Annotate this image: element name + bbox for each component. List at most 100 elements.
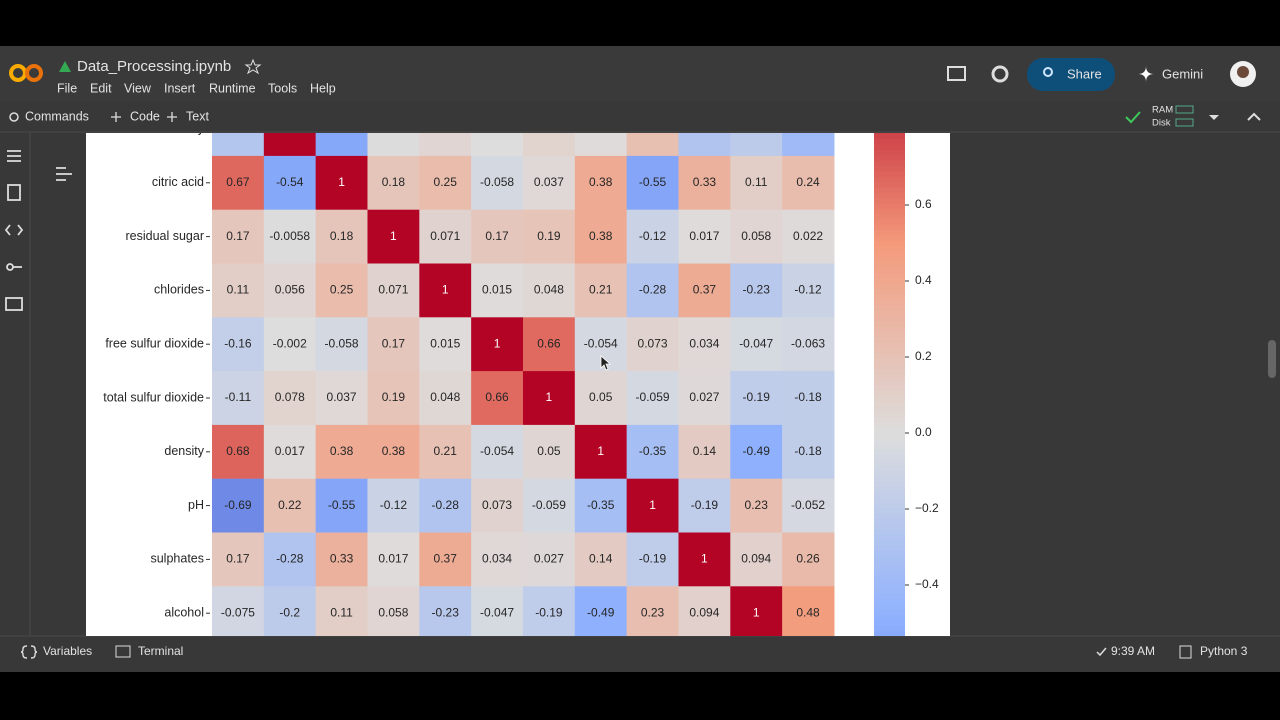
colorbar-segment (874, 593, 905, 600)
status-item[interactable]: Terminal (138, 644, 183, 658)
cell-label: 0.048 (534, 283, 564, 297)
row-label: pH (188, 498, 204, 512)
menu-item[interactable]: File (57, 81, 77, 95)
cell-label: 0.21 (589, 283, 613, 297)
heatmap-cell (471, 478, 524, 533)
share-label[interactable]: Share (1067, 66, 1102, 81)
runtime-icon (1179, 645, 1192, 659)
toolbar-item[interactable]: Commands (25, 109, 89, 123)
menu-item[interactable]: Tools (268, 81, 297, 95)
comment-icon[interactable] (947, 66, 966, 81)
heatmap-cell (626, 209, 679, 264)
gemini-label[interactable]: Gemini (1162, 66, 1203, 81)
heatmap-cell (315, 371, 368, 426)
share-button[interactable] (1027, 58, 1115, 91)
colorbar-segment (874, 438, 905, 445)
cell-label: 0.37 (434, 552, 458, 566)
heatmap-cell (574, 133, 628, 157)
heatmap-cell (522, 532, 576, 587)
colorbar-tick-label: 0.4 (915, 273, 932, 287)
heatmap-cell (471, 586, 524, 636)
cell-label: 0.23 (641, 605, 665, 619)
colorbar-segment (874, 572, 905, 578)
heatmap: volatile acidity -0.26 1 -0.54 -0.0058 0.056 -… (103, 121, 939, 636)
colorbar-segment (874, 133, 905, 134)
cell-label: -0.0058 (373, 121, 414, 135)
colorbar-segment (874, 176, 905, 182)
cell-label: -0.54 (328, 121, 356, 135)
menu-item[interactable]: Edit (90, 81, 112, 95)
cell-label: -0.28 (691, 121, 719, 135)
cell-label: 0.094 (741, 552, 771, 566)
heatmap-cell (419, 263, 472, 318)
row-label: citric acid (152, 175, 204, 189)
cell-label: 0.17 (485, 229, 509, 243)
cell-label: 0.05 (589, 390, 613, 404)
colorbar-segment (874, 224, 905, 231)
heatmap-cell (730, 317, 783, 372)
cell-label: 0.017 (275, 444, 305, 458)
menu-item[interactable]: Insert (164, 81, 196, 95)
cell-label: -0.49 (587, 605, 615, 619)
star-icon[interactable] (244, 58, 262, 75)
heatmap-cell (626, 133, 679, 157)
settings-icon[interactable] (991, 65, 1009, 83)
colorbar-segment (874, 154, 905, 161)
heatmap-cell (782, 586, 835, 636)
heatmap-cell (574, 263, 628, 318)
cell-label: 0.015 (482, 283, 512, 297)
heatmap-cell (471, 532, 524, 587)
menu-item[interactable]: View (124, 81, 152, 95)
runtime[interactable]: Python 3 (1200, 644, 1248, 658)
colorbar-segment (874, 143, 905, 150)
heatmap-cell (782, 155, 835, 211)
heatmap-cell (730, 133, 783, 157)
cell-label: 1 (390, 229, 397, 243)
heatmap-cell (367, 263, 420, 318)
heatmap-cell (263, 263, 317, 318)
menu-item[interactable]: Runtime (209, 81, 256, 95)
toolbar-item[interactable]: Code (130, 109, 160, 123)
status-item[interactable]: Variables (43, 644, 92, 658)
bottom-bar (0, 672, 1280, 720)
heatmap-cell (626, 317, 679, 372)
heatmap-cell (782, 478, 835, 533)
colorbar-segment (874, 422, 905, 429)
collapse-icon[interactable] (1247, 112, 1261, 121)
heatmap-cell (678, 133, 731, 157)
dropdown-icon[interactable] (1209, 115, 1219, 120)
cell-label: 0.073 (638, 336, 668, 350)
colorbar-segment (874, 341, 905, 348)
cell-label: -0.28 (432, 498, 460, 512)
colorbar-segment (874, 331, 905, 338)
cell-label: -0.047 (739, 336, 773, 350)
colorbar-segment (874, 481, 905, 487)
heatmap-cell (626, 155, 679, 211)
row-label: free sulfur dioxide (105, 336, 204, 350)
cell-label: 0.18 (330, 229, 354, 243)
colorbar-tick-label: −0.2 (915, 501, 939, 515)
cell-label: -0.49 (743, 444, 771, 458)
cell-label: 0.048 (430, 390, 460, 404)
heatmap-cell (522, 586, 576, 636)
menu-item[interactable]: Help (310, 81, 336, 95)
colorbar-segment (874, 309, 905, 316)
heatmap-cell (212, 532, 265, 587)
heatmap-cell (367, 209, 420, 264)
colorbar-segment (874, 507, 905, 514)
heatmap-cell (419, 133, 472, 157)
cell-label: 0.37 (693, 283, 717, 297)
scrollbar[interactable] (1268, 340, 1276, 378)
colab-logo[interactable] (9, 64, 43, 82)
sidebar-icons[interactable] (4, 150, 72, 311)
notebook-title[interactable]: Data_Processing.ipynb (77, 58, 231, 75)
cell-label: 0.68 (226, 444, 250, 458)
heatmap-cell (212, 263, 265, 318)
colorbar-segment (874, 598, 905, 605)
row-label: total sulfur dioxide (103, 390, 204, 404)
cell-label: -0.047 (480, 605, 514, 619)
colorbar-segment (874, 432, 905, 439)
toolbar-item[interactable]: Text (186, 109, 209, 123)
cell-label: 0.17 (226, 552, 250, 566)
colorbar-segment (874, 609, 905, 616)
